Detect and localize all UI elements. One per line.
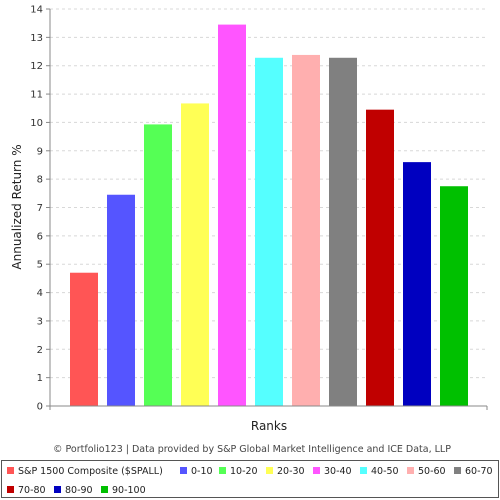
bar-0-10 — [107, 194, 135, 406]
legend-entry: 90-100 — [112, 485, 146, 496]
bar-70-80 — [366, 109, 394, 407]
legend-swatch — [454, 467, 461, 474]
y-axis-title: Annualized Return % — [10, 144, 24, 269]
x-axis-title: Ranks — [251, 419, 287, 433]
legend-entry: 10-20 — [230, 466, 258, 477]
bar-50-60 — [292, 54, 320, 407]
y-tick-label: 3 — [37, 316, 43, 327]
y-tick-label: 12 — [30, 61, 43, 72]
bar-30-40 — [218, 24, 246, 406]
y-tick-label: 13 — [30, 33, 43, 44]
bar-20-30 — [181, 103, 209, 406]
legend-swatch — [54, 486, 61, 493]
bar-40-50 — [255, 57, 283, 406]
legend-swatch — [313, 467, 320, 474]
y-tick-label: 14 — [30, 5, 43, 16]
y-tick-label: 2 — [37, 345, 43, 356]
bar-s-p-1500-composite-spall — [70, 272, 98, 406]
y-tick-label: 11 — [30, 90, 43, 101]
y-tick-label: 5 — [37, 260, 43, 271]
legend-entry: 30-40 — [324, 466, 352, 477]
data-credit: © Portfolio123 | Data provided by S&P Gl… — [53, 444, 451, 455]
legend-swatch — [407, 467, 414, 474]
legend-box — [1, 460, 499, 498]
legend-swatch — [266, 467, 273, 474]
legend-entry: 40-50 — [371, 466, 399, 477]
y-tick-label: 1 — [37, 373, 43, 384]
y-tick-label: 9 — [37, 146, 43, 157]
legend-swatch — [7, 467, 14, 474]
y-tick-label: 4 — [37, 288, 43, 299]
bar-60-70 — [329, 57, 357, 406]
legend-entry: 0-10 — [191, 466, 213, 477]
legend-swatch — [360, 467, 367, 474]
bar-80-90 — [403, 162, 431, 406]
legend-entry: 50-60 — [418, 466, 446, 477]
y-tick-label: 10 — [30, 118, 43, 129]
bars — [70, 24, 468, 407]
legend-entry: 80-90 — [65, 485, 93, 496]
legend: S&P 1500 Composite ($SPALL) 0-10 10-20 20-3… — [1, 460, 499, 498]
y-tick-label: 6 — [37, 231, 43, 242]
legend-swatch — [7, 486, 14, 493]
legend-entry: 60-70 — [465, 466, 493, 477]
y-tick-label: 7 — [37, 203, 43, 214]
legend-entry: 70-80 — [18, 485, 46, 496]
legend-swatch — [101, 486, 108, 493]
legend-swatch — [180, 467, 187, 474]
legend-entry: S&P 1500 Composite ($SPALL) — [18, 466, 163, 477]
legend-swatch — [219, 467, 226, 474]
bar-10-20 — [144, 124, 172, 406]
bar-90-100 — [440, 186, 468, 406]
y-tick-label: 0 — [37, 402, 43, 413]
legend-entry: 20-30 — [277, 466, 305, 477]
y-tick-label: 8 — [37, 175, 43, 186]
